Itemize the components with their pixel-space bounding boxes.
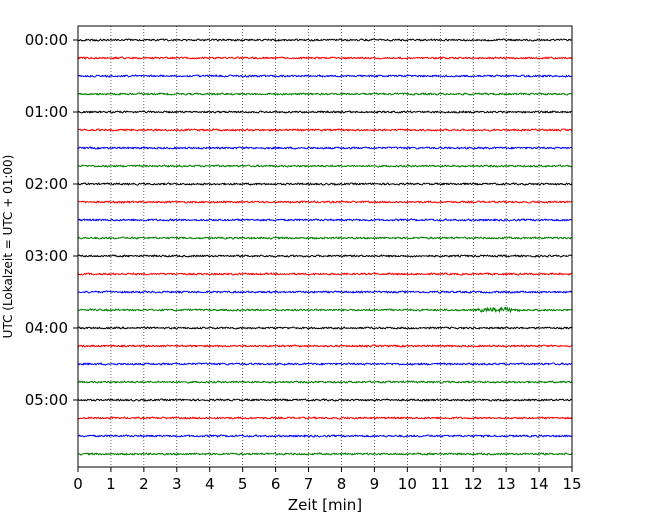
trace-0215: [77, 200, 573, 204]
x-tick-label: 11: [431, 475, 450, 493]
trace-0500: [77, 398, 573, 402]
trace-0445: [77, 380, 573, 384]
trace-0545: [77, 452, 573, 456]
y-axis-ticks: 00:00 01:00 02:00 03:00 04:00 05:00: [25, 31, 78, 409]
y-tick-label: 01:00: [25, 103, 68, 121]
y-axis-label: UTC (Lokalzeit = UTC + 01:00): [1, 155, 15, 339]
y-tick-label: 03:00: [25, 247, 68, 265]
y-tick-label: 05:00: [25, 391, 68, 409]
plot-frame: [77, 25, 573, 468]
x-tick-label: 9: [370, 475, 380, 493]
x-tick-label: 15: [562, 475, 581, 493]
trace-0130: [77, 146, 573, 150]
trace-0000: [77, 38, 573, 42]
x-tick-label: 12: [464, 475, 483, 493]
trace-0400: [77, 326, 573, 330]
y-tick-label: 02:00: [25, 175, 68, 193]
y-tick-label: 00:00: [25, 31, 68, 49]
x-tick-label: 3: [172, 475, 182, 493]
trace-0145: [77, 164, 573, 168]
trace-0115: [77, 128, 573, 132]
x-tick-label: 2: [139, 475, 149, 493]
x-tick-label: 5: [238, 475, 248, 493]
trace-0100: [77, 110, 573, 114]
x-tick-label: 0: [73, 475, 83, 493]
trace-0245: [77, 236, 573, 240]
trace-0315: [77, 272, 573, 276]
trace-0230: [77, 218, 573, 222]
trace-lines: [77, 38, 573, 456]
trace-0015: [77, 56, 573, 60]
x-tick-label: 10: [398, 475, 417, 493]
x-tick-label: 7: [304, 475, 314, 493]
trace-0515: [77, 416, 573, 420]
x-axis-label: Zeit [min]: [288, 496, 362, 514]
x-tick-label: 13: [497, 475, 516, 493]
trace-0415: [77, 344, 573, 348]
trace-0300: [77, 254, 573, 258]
trace-0200: [77, 182, 573, 186]
trace-0430: [77, 362, 573, 366]
y-tick-label: 04:00: [25, 319, 68, 337]
trace-0345: [77, 306, 573, 314]
x-tick-label: 1: [106, 475, 116, 493]
trace-0030: [77, 74, 573, 78]
x-tick-label: 6: [271, 475, 281, 493]
x-tick-label: 8: [337, 475, 347, 493]
x-axis-ticks: 0 1 2 3 4 5 6 7 8 9 10 11 12 13 14 15: [73, 467, 582, 493]
trace-0530: [77, 434, 573, 438]
trace-0045: [77, 92, 573, 96]
x-tick-label: 4: [205, 475, 215, 493]
x-tick-label: 14: [530, 475, 549, 493]
trace-0330: [77, 290, 573, 294]
